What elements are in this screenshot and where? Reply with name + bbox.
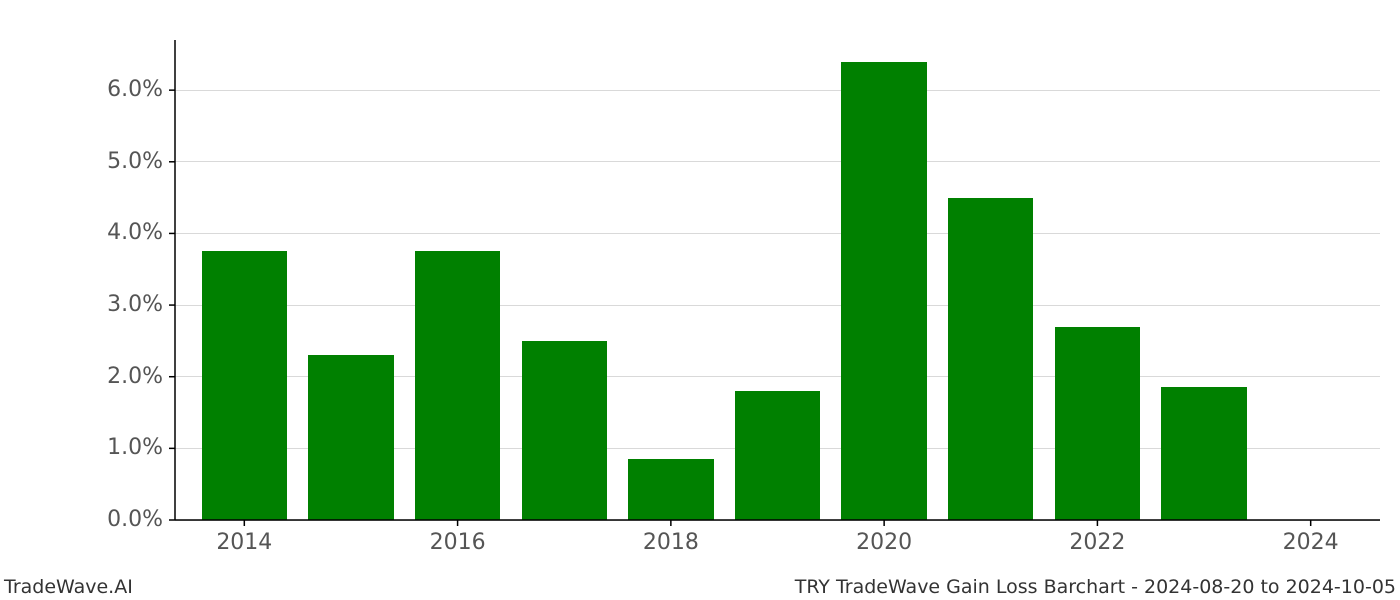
bar (1161, 387, 1246, 520)
bar (522, 341, 607, 520)
x-tick-label: 2016 (430, 530, 486, 555)
y-tick-label: 1.0% (107, 435, 163, 460)
grid-line (175, 305, 1380, 306)
bar (415, 251, 500, 520)
x-tick-label: 2014 (216, 530, 272, 555)
footer-left-label: TradeWave.AI (4, 576, 133, 598)
grid-line (175, 90, 1380, 91)
bar (735, 391, 820, 520)
bar (628, 459, 713, 520)
grid-line (175, 233, 1380, 234)
chart-container: TradeWave.AI TRY TradeWave Gain Loss Bar… (0, 0, 1400, 600)
x-tick-label: 2022 (1069, 530, 1125, 555)
bar (948, 198, 1033, 520)
y-tick-label: 4.0% (107, 220, 163, 245)
x-tick-label: 2018 (643, 530, 699, 555)
grid-line (175, 161, 1380, 162)
y-tick-label: 6.0% (107, 77, 163, 102)
bar (308, 355, 393, 520)
y-tick-label: 0.0% (107, 507, 163, 532)
bar (841, 62, 926, 521)
x-tick-label: 2024 (1283, 530, 1339, 555)
x-tick-label: 2020 (856, 530, 912, 555)
bar (1055, 327, 1140, 520)
y-tick-label: 3.0% (107, 292, 163, 317)
footer-right-label: TRY TradeWave Gain Loss Barchart - 2024-… (795, 576, 1396, 598)
bar (202, 251, 287, 520)
y-tick-label: 5.0% (107, 149, 163, 174)
y-tick-label: 2.0% (107, 364, 163, 389)
plot-area (175, 40, 1380, 520)
